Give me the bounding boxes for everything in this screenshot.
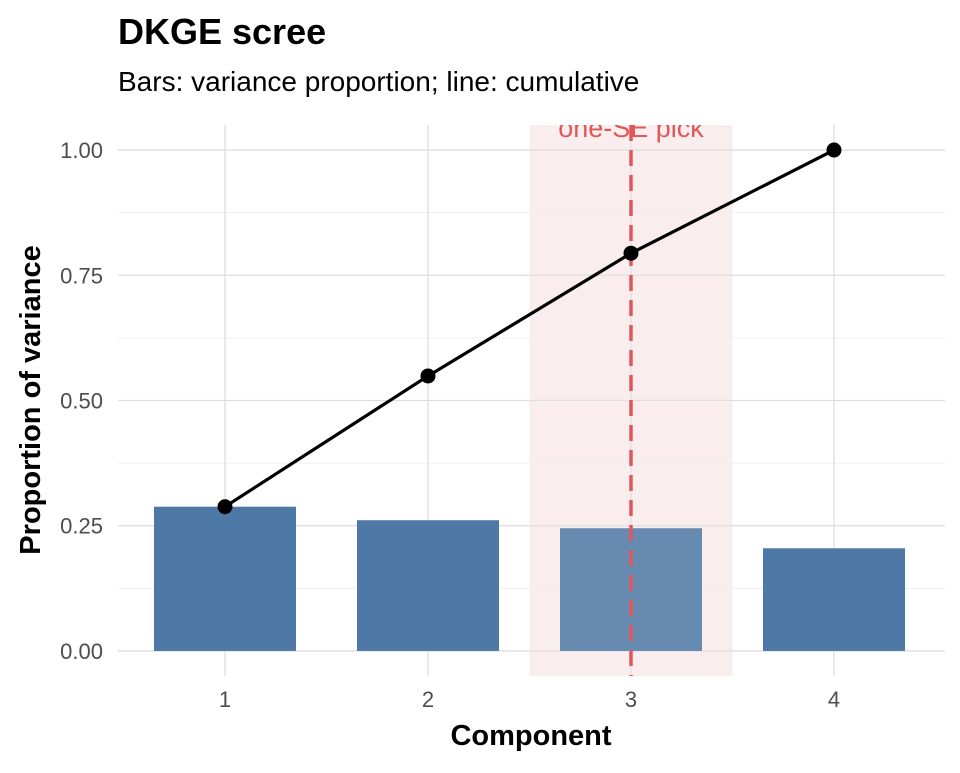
bar: [763, 548, 905, 651]
x-tick-label: 3: [625, 687, 637, 712]
chart-subtitle: Bars: variance proportion; line: cumulat…: [118, 66, 639, 97]
y-axis-title: Proportion of variance: [15, 245, 47, 554]
x-tick-label: 1: [219, 687, 231, 712]
y-tick-label: 1.00: [60, 138, 103, 163]
cumulative-point: [623, 245, 639, 261]
bar: [357, 520, 499, 651]
chart-title: DKGE scree: [118, 11, 326, 52]
cumulative-point: [826, 142, 842, 158]
y-tick-label: 0.00: [60, 639, 103, 664]
cumulative-point: [420, 368, 436, 384]
y-tick-label: 0.75: [60, 263, 103, 288]
cumulative-line: [224, 148, 835, 509]
plot-area: one-SE pick 0.00 0.25 0.50 0.75 1.00 1 2 3 4: [60, 113, 945, 712]
bar: [154, 506, 296, 651]
one-se-pick-label: one-SE pick: [558, 113, 704, 143]
cumulative-point: [217, 499, 233, 515]
x-axis-title: Component: [450, 720, 611, 752]
y-tick-label: 0.50: [60, 389, 103, 414]
y-tick-label: 0.25: [60, 514, 103, 539]
x-tick-label: 4: [828, 687, 840, 712]
x-tick-label: 2: [422, 687, 434, 712]
